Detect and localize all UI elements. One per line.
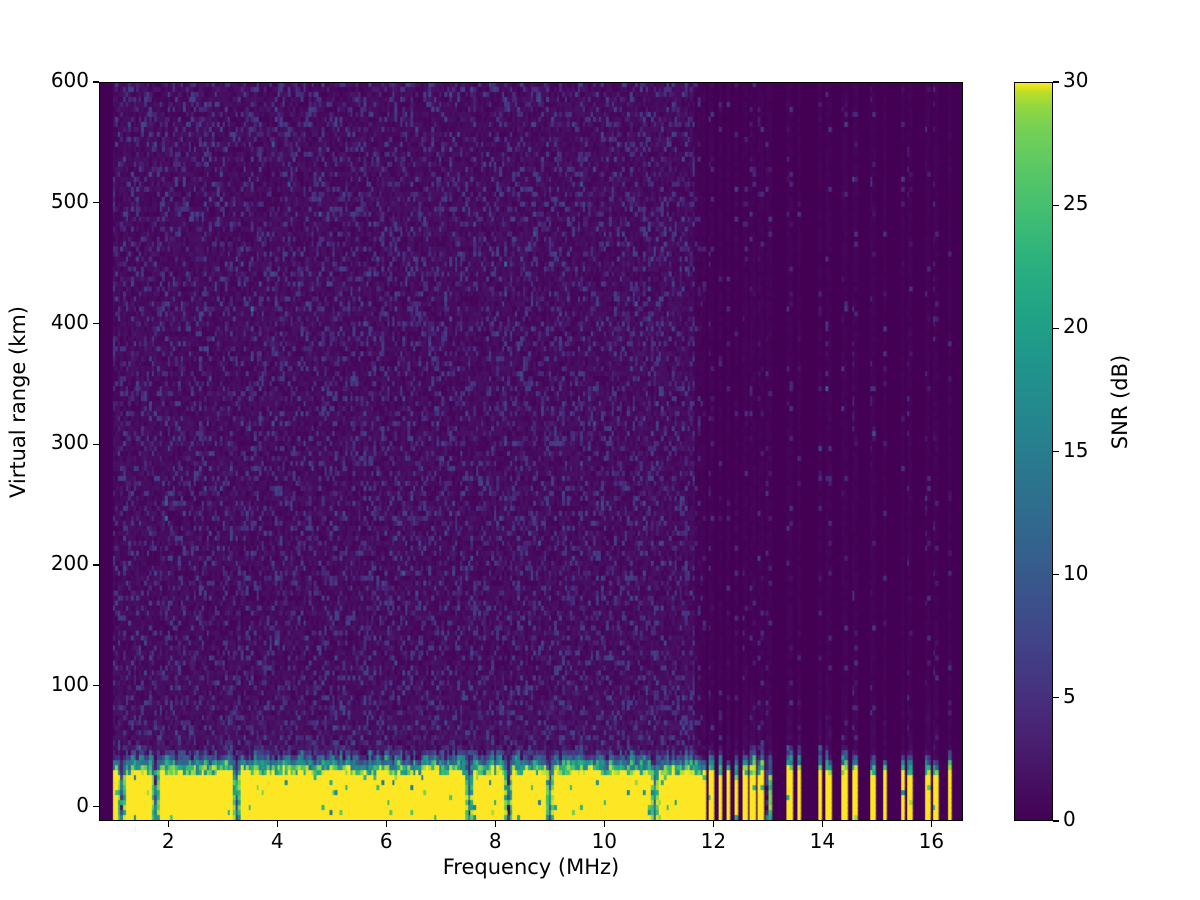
y-tick-mark bbox=[93, 202, 99, 204]
colorbar-label: SNR (dB) bbox=[1108, 354, 1132, 450]
x-tick-label: 14 bbox=[809, 829, 836, 853]
x-tick-mark bbox=[930, 821, 933, 827]
x-tick-label: 8 bbox=[488, 829, 502, 853]
x-tick-mark bbox=[603, 821, 605, 827]
colorbar-tick-mark bbox=[1053, 820, 1059, 822]
colorbar-tick-label: 15 bbox=[1063, 437, 1089, 462]
x-tick-mark bbox=[712, 821, 714, 827]
y-tick-mark bbox=[93, 81, 99, 83]
x-tick-mark bbox=[276, 821, 278, 827]
y-tick-mark bbox=[93, 322, 99, 325]
y-axis-label: Virtual range (km) bbox=[6, 305, 30, 499]
colorbar-tick-mark bbox=[1053, 697, 1059, 699]
x-tick-mark bbox=[167, 821, 169, 827]
y-tick-label: 400 bbox=[50, 309, 89, 334]
y-tick-label: 100 bbox=[50, 671, 89, 696]
x-tick-label: 6 bbox=[379, 829, 393, 853]
colorbar-tick-mark bbox=[1053, 204, 1059, 206]
plot-area bbox=[99, 82, 963, 821]
y-tick-mark bbox=[93, 564, 99, 566]
y-tick-mark bbox=[93, 685, 99, 687]
y-tick-mark bbox=[93, 443, 99, 445]
colorbar-tick-label: 20 bbox=[1063, 314, 1089, 339]
x-tick-label: 2 bbox=[161, 829, 175, 853]
x-tick-label: 12 bbox=[700, 829, 727, 853]
colorbar-tick-mark bbox=[1053, 450, 1059, 453]
y-tick-mark bbox=[93, 805, 99, 808]
x-axis-label: Frequency (MHz) bbox=[442, 855, 620, 879]
colorbar-tick-label: 0 bbox=[1063, 807, 1076, 831]
x-tick-mark bbox=[821, 821, 823, 827]
colorbar bbox=[1014, 82, 1053, 821]
y-tick-label: 0 bbox=[76, 792, 89, 817]
colorbar-tick-mark bbox=[1053, 81, 1059, 83]
x-tick-label: 4 bbox=[270, 829, 284, 853]
colorbar-tick-mark bbox=[1053, 327, 1059, 329]
y-tick-label: 600 bbox=[50, 68, 89, 92]
x-tick-label: 16 bbox=[918, 829, 945, 853]
colorbar-tick-label: 30 bbox=[1063, 68, 1089, 92]
x-tick-mark bbox=[385, 821, 387, 827]
y-tick-label: 300 bbox=[50, 430, 89, 455]
colorbar-tick-label: 10 bbox=[1063, 560, 1089, 585]
y-tick-label: 200 bbox=[50, 551, 89, 575]
colorbar-tick-mark bbox=[1053, 574, 1059, 576]
colorbar-tick-label: 25 bbox=[1063, 191, 1089, 216]
colorbar-tick-label: 5 bbox=[1063, 683, 1076, 708]
y-tick-label: 500 bbox=[50, 188, 89, 213]
x-tick-label: 10 bbox=[591, 829, 618, 853]
x-tick-mark bbox=[494, 821, 496, 827]
ionogram-heatmap bbox=[100, 83, 962, 820]
